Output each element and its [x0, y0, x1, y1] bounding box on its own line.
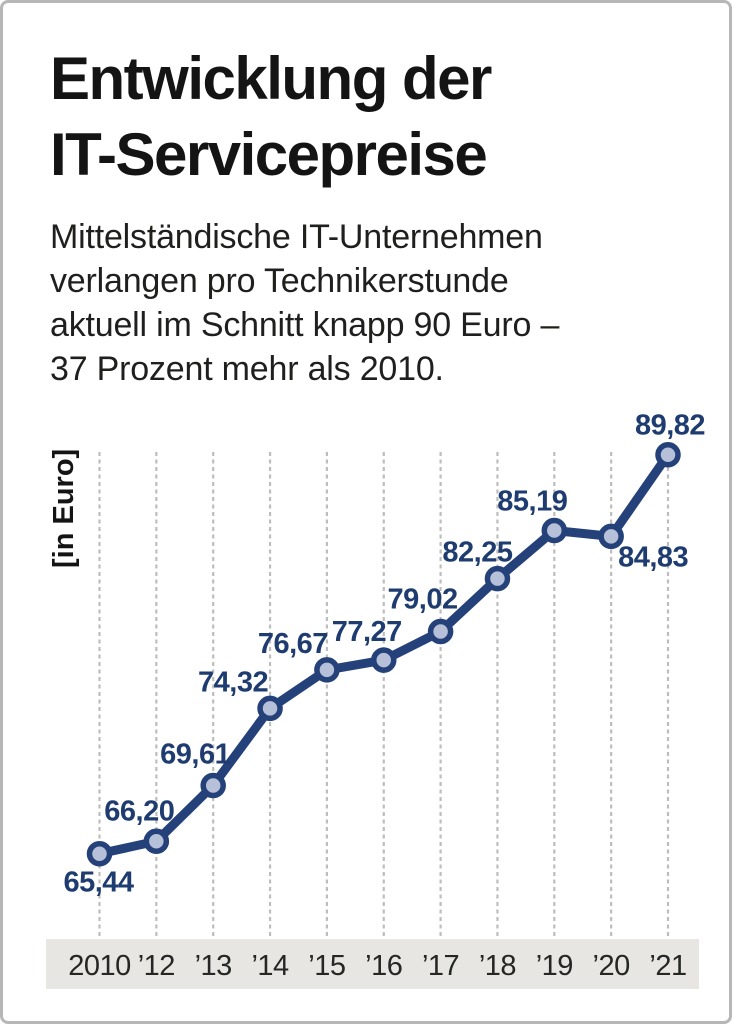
x-axis-label: ’18	[479, 950, 516, 982]
data-point-label: 66,20	[104, 795, 174, 827]
data-point-marker	[86, 840, 113, 867]
x-axis-label: ’13	[195, 950, 232, 982]
data-point-marker	[143, 828, 170, 855]
x-axis-label: ’19	[536, 950, 573, 982]
data-point-marker	[598, 523, 624, 550]
data-point-label: 76,67	[258, 628, 328, 660]
data-point-label: 85,19	[497, 485, 567, 517]
data-point-marker	[427, 618, 454, 645]
data-point-label: 69,61	[160, 738, 230, 770]
x-axis-label: ’16	[365, 950, 402, 982]
data-point-label: 77,27	[332, 616, 402, 648]
data-point-marker	[257, 695, 283, 722]
x-axis-band	[46, 939, 699, 989]
data-point-label: 89,82	[635, 410, 705, 442]
data-point-label: 74,32	[198, 666, 268, 698]
x-axis-label: ’14	[251, 950, 289, 982]
data-point-marker	[314, 657, 340, 683]
data-point-marker	[484, 565, 511, 592]
data-point-label: 82,25	[442, 537, 512, 569]
y-axis-unit-label: [in Euro]	[48, 449, 80, 568]
title-line-2: IT-Servicepreise	[50, 121, 488, 188]
data-point-label: 84,83	[618, 541, 688, 573]
x-axis-label: ’12	[138, 950, 175, 982]
data-point-marker	[655, 441, 681, 468]
page-title: Entwicklung der IT-Servicepreise	[50, 41, 690, 193]
x-axis-label: ’17	[422, 950, 459, 982]
x-axis-label: 2010	[68, 950, 131, 982]
price-line-chart: [in Euro] 65,44 66,20 69,61 74,32 76,67 77,277…	[46, 410, 706, 989]
title-line-1: Entwicklung der	[50, 45, 492, 112]
x-axis-label: ’20	[593, 950, 630, 982]
x-axis-label: ’21	[649, 950, 686, 982]
chart-subtitle: Mittelständische IT-Unternehmen verlange…	[50, 218, 560, 388]
data-point-label: 65,44	[63, 867, 133, 899]
data-point-label: 79,02	[388, 583, 458, 615]
data-point-marker	[200, 772, 226, 799]
data-point-marker	[371, 647, 397, 673]
x-axis-label: ’15	[308, 950, 345, 982]
data-point-marker	[541, 517, 568, 544]
